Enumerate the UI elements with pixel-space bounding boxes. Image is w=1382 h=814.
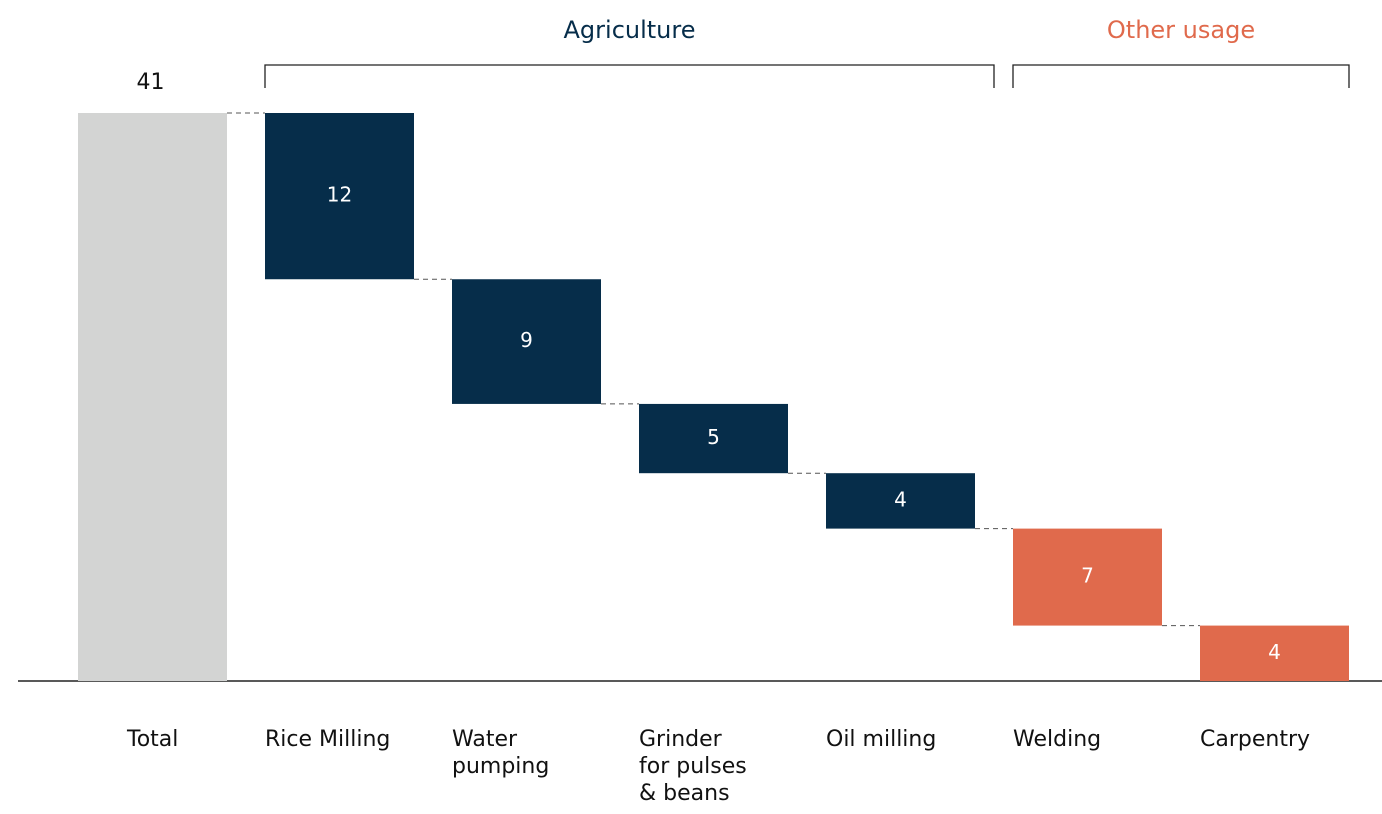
group-bracket — [1012, 64, 1350, 88]
bar — [452, 279, 601, 404]
category-label: Grinder for pulses & beans — [639, 727, 747, 806]
value-label: 4 — [894, 487, 907, 511]
group-title: Agriculture — [564, 16, 696, 44]
bar — [1200, 625, 1349, 681]
category-label: Total — [127, 727, 179, 752]
value-label: 7 — [1081, 564, 1094, 588]
bar — [639, 403, 788, 474]
category-label: Oil milling — [826, 727, 937, 752]
category-label: Rice Milling — [265, 727, 391, 752]
group-title: Other usage — [1107, 16, 1255, 44]
bar — [1013, 528, 1162, 626]
group-bracket — [264, 64, 995, 88]
category-label: Carpentry — [1200, 727, 1311, 752]
value-label: 12 — [327, 183, 352, 207]
value-label: 4 — [1268, 640, 1281, 664]
category-label: Welding — [1013, 727, 1102, 752]
total-bar — [78, 113, 227, 681]
total-value-label: 41 — [137, 70, 165, 95]
category-label: Water pumping — [452, 727, 550, 779]
bar — [265, 113, 414, 280]
value-label: 9 — [520, 328, 533, 352]
value-label: 5 — [707, 425, 720, 449]
bar — [826, 473, 975, 529]
